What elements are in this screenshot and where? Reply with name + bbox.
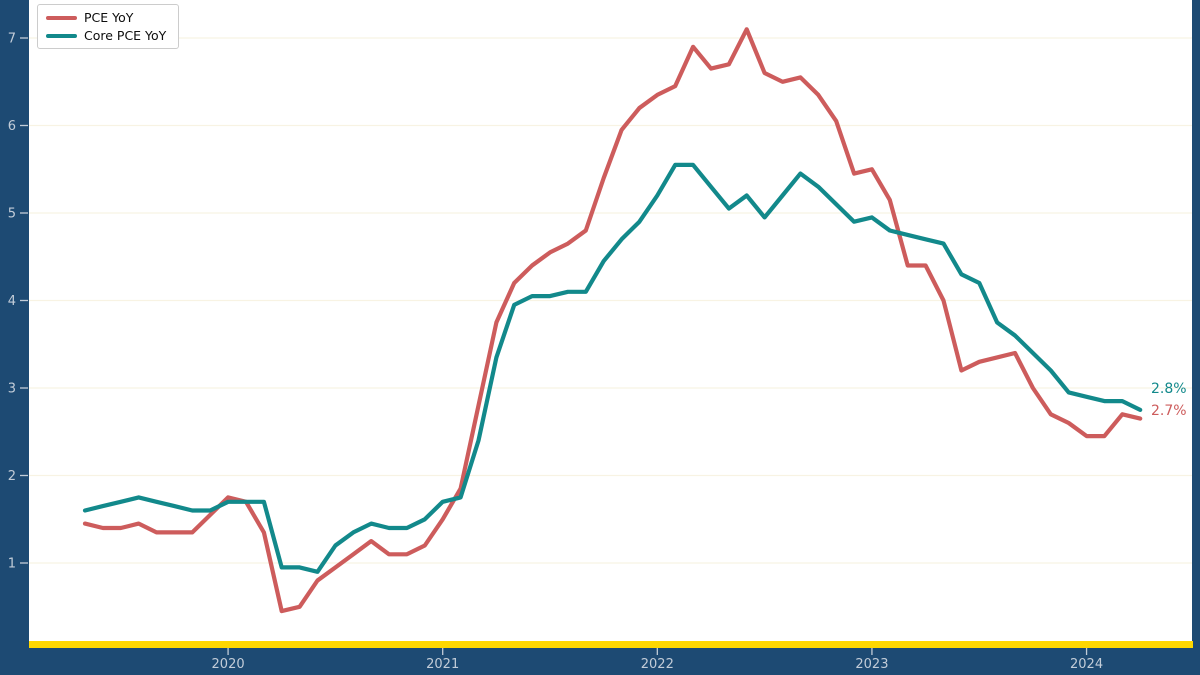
x-tick-label: 2022 xyxy=(641,657,674,672)
pce-line-swatch-icon xyxy=(46,15,77,20)
pce-end-value-label: 2.7% xyxy=(1151,403,1187,419)
plot-area xyxy=(29,0,1192,642)
legend-label-pce: PCE YoY xyxy=(84,10,134,25)
y-tick-label: 2 xyxy=(8,469,16,484)
core-pce-end-value-label: 2.8% xyxy=(1151,381,1187,397)
legend: PCE YoY Core PCE YoY xyxy=(37,4,180,49)
y-tick-label: 3 xyxy=(8,382,16,397)
y-tick-label: 6 xyxy=(8,119,16,134)
bottom-axis-baseline xyxy=(29,641,1193,648)
y-tick-label: 5 xyxy=(8,207,16,222)
x-tick-label: 2024 xyxy=(1070,657,1103,672)
legend-item-pce: PCE YoY xyxy=(46,10,166,25)
y-tick-label: 1 xyxy=(8,557,16,572)
core-pce-yoy-line xyxy=(82,162,1143,574)
x-tick-label: 2020 xyxy=(212,657,245,672)
x-tick-label: 2021 xyxy=(426,657,459,672)
y-tick-label: 4 xyxy=(8,294,16,309)
legend-label-core-pce: Core PCE YoY xyxy=(84,28,167,43)
legend-item-core-pce: Core PCE YoY xyxy=(46,28,166,43)
core-pce-line-swatch-icon xyxy=(46,33,77,38)
y-tick-label: 7 xyxy=(8,32,16,47)
x-tick-label: 2023 xyxy=(855,657,888,672)
pce-yoy-line xyxy=(82,27,1143,614)
